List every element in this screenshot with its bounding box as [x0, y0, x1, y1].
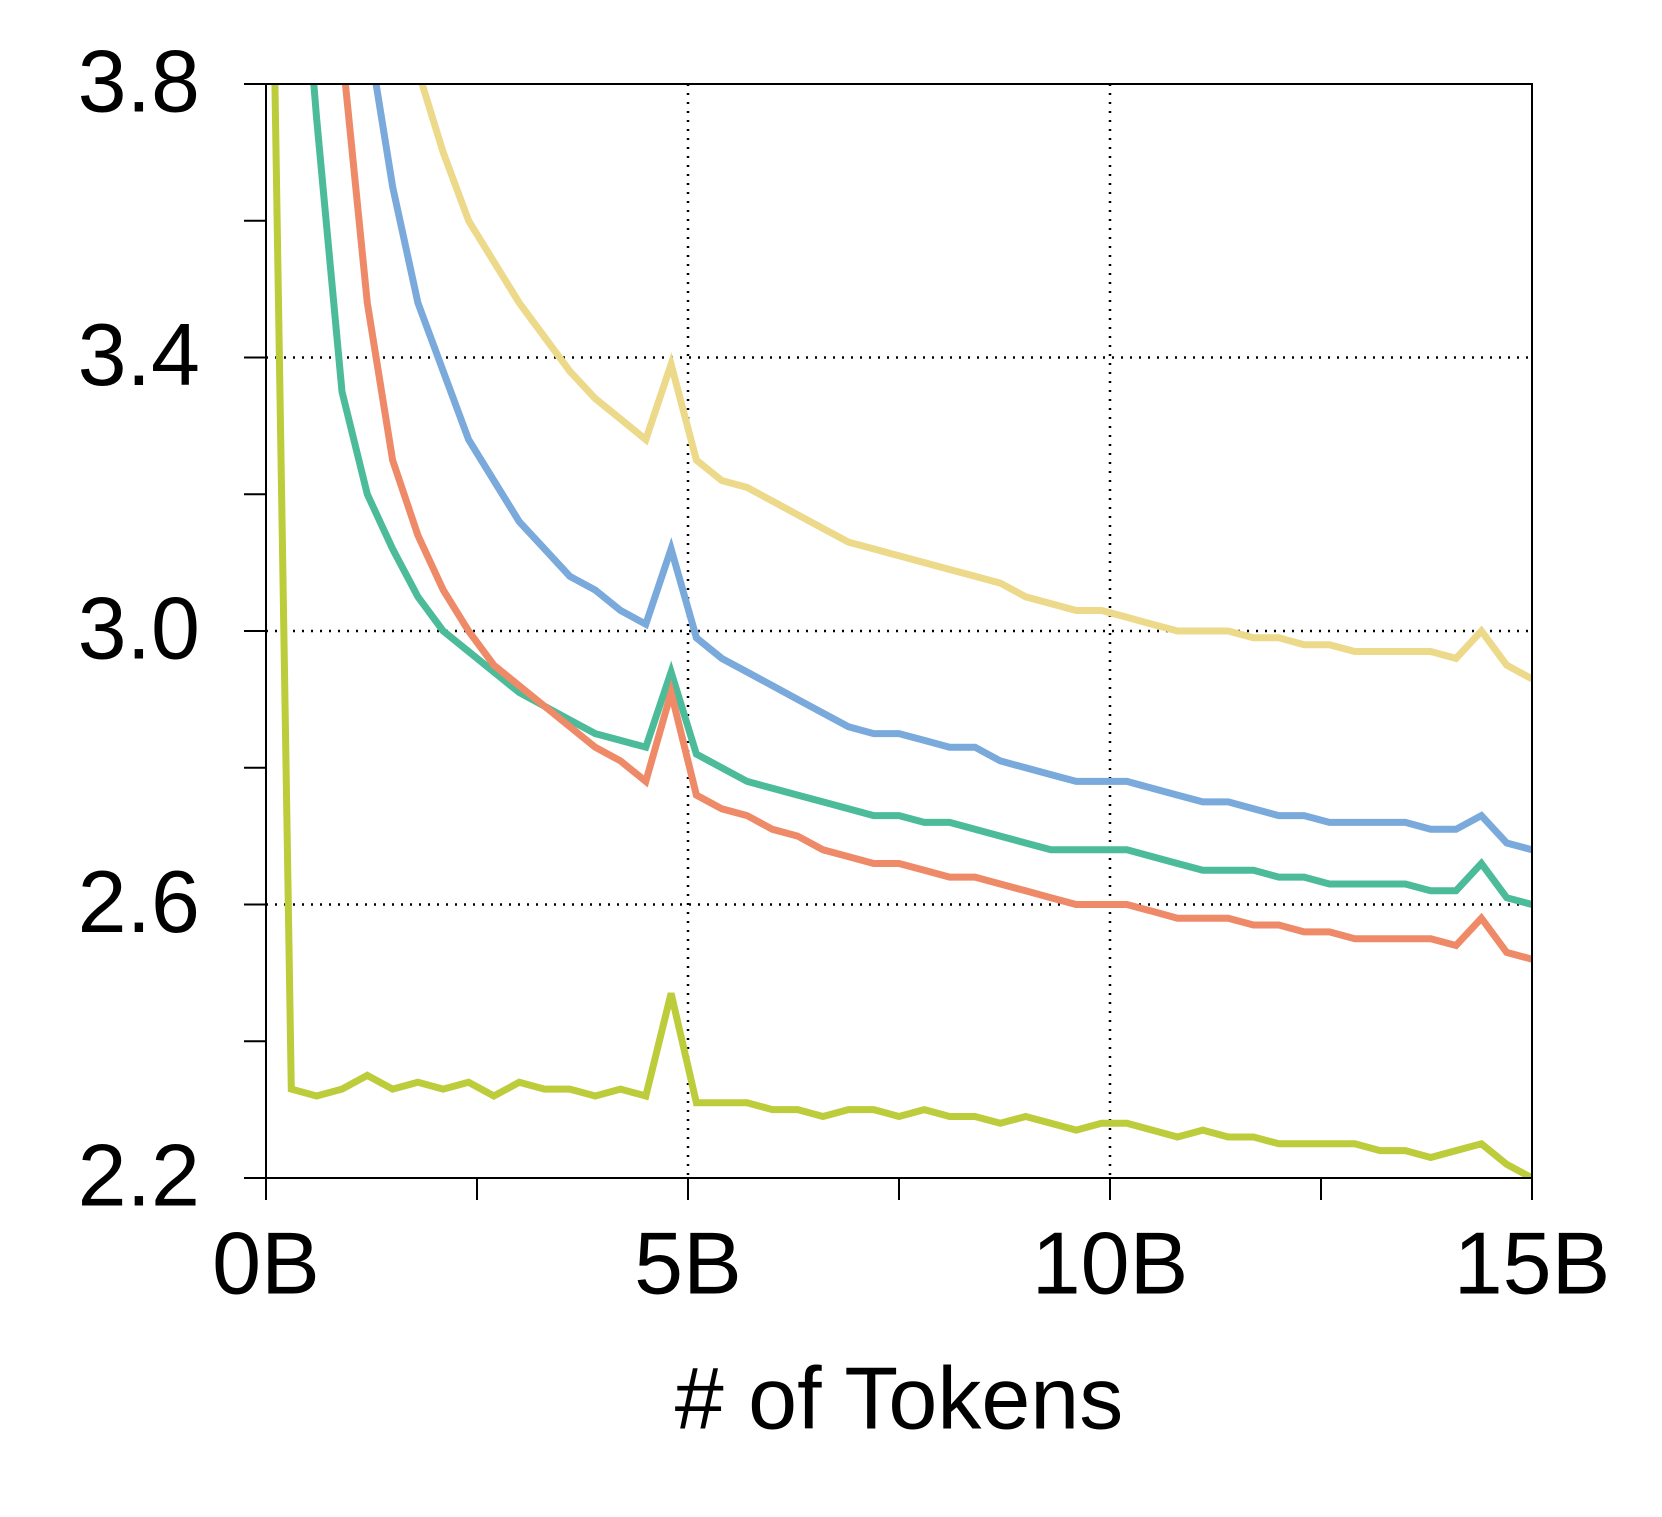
x-tick-label: 10B	[1032, 1213, 1189, 1312]
series-line	[418, 84, 1532, 682]
x-tick-label: 5B	[634, 1213, 742, 1312]
series-line	[372, 84, 1532, 854]
series-line	[271, 84, 1532, 1178]
series-line	[341, 84, 1532, 963]
series-line	[310, 84, 1532, 908]
y-tick-label: 3.0	[78, 578, 200, 677]
x-tick-label: 15B	[1454, 1213, 1611, 1312]
y-tick-label: 2.6	[78, 852, 200, 951]
x-tick-label: 0B	[212, 1213, 320, 1312]
plot-area	[271, 84, 1532, 1178]
y-tick-label: 3.8	[78, 31, 200, 130]
y-tick-label: 2.2	[78, 1125, 200, 1224]
x-axis-label: # of Tokens	[675, 1348, 1123, 1447]
y-tick-label: 3.4	[78, 305, 200, 404]
